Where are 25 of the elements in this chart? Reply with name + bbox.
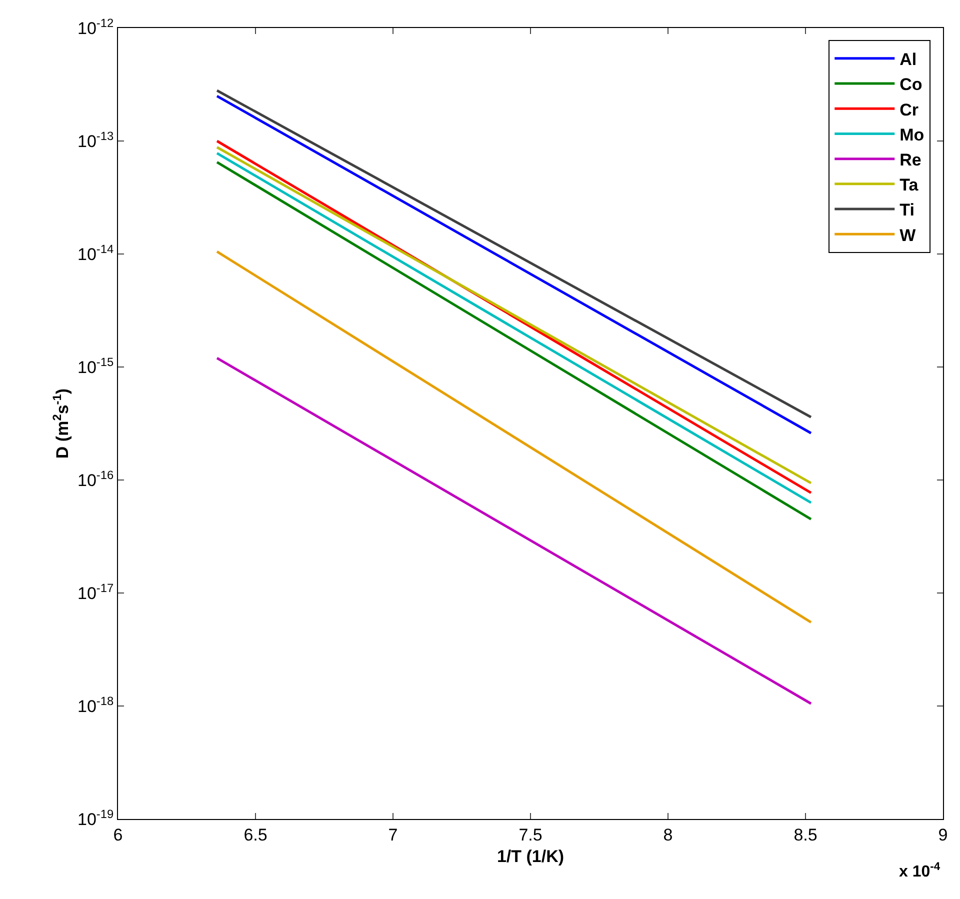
legend-label: Ti <box>900 200 914 220</box>
y-tick-label: 10$^{-15}$ <box>77 354 114 377</box>
legend-label: Re <box>900 150 922 170</box>
legend-label: Mo <box>900 125 924 144</box>
y-tick-label: 10$^{-16}$ <box>77 468 114 490</box>
legend-label: Al <box>900 50 917 70</box>
x-tick-label: 9 <box>938 825 948 844</box>
y-tick-label: 10$^{-17}$ <box>77 580 114 603</box>
text: x 10$^{-4}$ <box>899 861 941 881</box>
y-tick-label: 10$^{-19}$ <box>77 806 114 829</box>
legend-label: W <box>900 226 917 245</box>
x-tick-label: 7.5 <box>518 825 542 844</box>
x-tick-label: 6 <box>113 825 123 844</box>
x-tick-label: 8 <box>663 825 673 844</box>
x-axis-title: 1/T (1/K) <box>496 846 564 866</box>
y-tick-label: 10$^{-18}$ <box>77 694 114 716</box>
y-tick-label: 10$^{-12}$ <box>77 16 114 38</box>
legend-label: Cr <box>900 100 919 120</box>
y-tick-label: 10$^{-14}$ <box>77 242 114 264</box>
x-tick-label: 7 <box>388 825 398 844</box>
x-tick-label: 8.5 <box>794 825 818 844</box>
x-tick-label: 6.5 <box>244 825 268 844</box>
y-tick-label: 10$^{-13}$ <box>77 128 114 151</box>
legend-label: Ta <box>900 176 919 195</box>
legend-label: Co <box>900 75 922 94</box>
